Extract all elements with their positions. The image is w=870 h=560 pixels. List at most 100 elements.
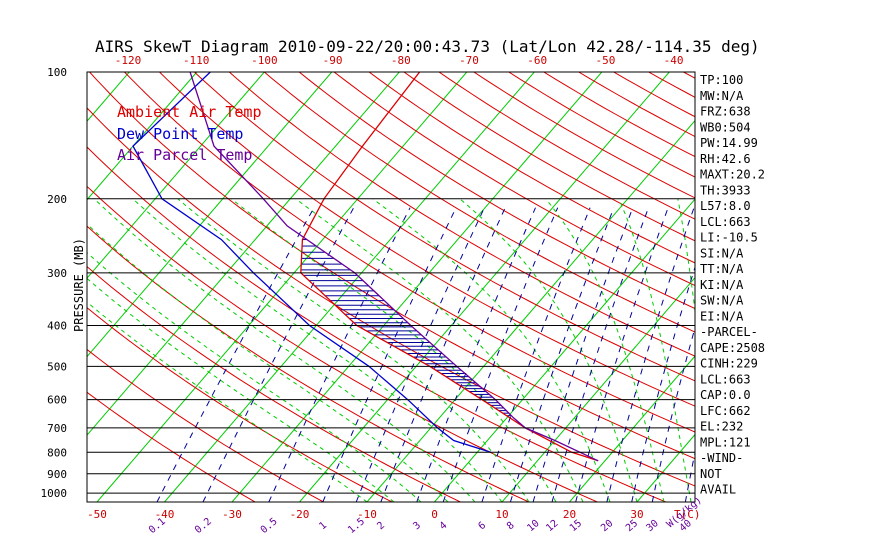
mixing-ratio-line xyxy=(651,325,695,502)
index-label: MAXT:20.2 xyxy=(700,168,765,182)
dry-adiabat-line xyxy=(543,72,695,158)
dry-adiabat-line xyxy=(87,306,393,502)
dry-adiabat-line xyxy=(89,72,695,460)
mixing-ratio-tick-label: 12 xyxy=(544,518,560,534)
top-temp-tick-label: -40 xyxy=(664,54,684,67)
mixing-ratio-tick-label: 20 xyxy=(599,518,615,534)
index-label: LCL:663 xyxy=(700,215,751,229)
temp-unit-label: T(C) xyxy=(674,508,701,521)
mixing-ratio-tick-label: 8 xyxy=(505,520,517,532)
legend: Ambient Air Temp Dew Point Temp Air Parc… xyxy=(117,103,262,164)
mixing-ratio-line xyxy=(202,207,355,502)
mixing-ratio-line xyxy=(322,207,457,502)
dry-adiabat-line xyxy=(87,391,256,502)
index-label: L57:8.0 xyxy=(700,199,751,213)
index-label: MW:N/A xyxy=(700,89,744,103)
legend-dew-point-temp: Dew Point Temp xyxy=(117,125,243,143)
pressure-tick-label: 400 xyxy=(47,320,67,333)
isotherm-line xyxy=(569,355,695,502)
bottom-temp-tick-label: 30 xyxy=(630,508,643,521)
legend-air-parcel-temp: Air Parcel Temp xyxy=(117,146,252,164)
pressure-tick-label: 700 xyxy=(47,422,67,435)
pressure-tick-label: 1000 xyxy=(41,487,68,500)
mixing-ratio-line xyxy=(551,207,649,502)
mixing-ratio-tick-label: 3 xyxy=(411,520,423,532)
pressure-tick-label: 200 xyxy=(47,193,67,206)
isotherm-line xyxy=(772,72,870,502)
isotherm-line xyxy=(299,72,670,502)
top-temp-tick-label: -60 xyxy=(527,54,547,67)
moist-adiabat-line xyxy=(177,198,530,502)
dry-adiabat-line xyxy=(87,348,324,502)
moist-adiabat-line xyxy=(87,223,449,502)
index-label: PW:14.99 xyxy=(700,136,758,150)
mixing-ratio-line xyxy=(631,265,695,502)
mixing-ratio-tick-label: 30 xyxy=(645,518,661,534)
dry-adiabat-line xyxy=(508,72,695,178)
top-temp-tick-label: -110 xyxy=(183,54,210,67)
isotherm-line xyxy=(840,72,870,502)
bottom-temp-tick-label: 10 xyxy=(495,508,508,521)
bottom-temp-tick-label: -10 xyxy=(357,508,377,521)
isotherm-line xyxy=(96,72,468,502)
bottom-temp-tick-label: 20 xyxy=(563,508,576,521)
top-temp-tick-label: -80 xyxy=(391,54,411,67)
index-label: MPL:121 xyxy=(700,435,751,449)
air-parcel-temp-line xyxy=(189,72,599,462)
mixing-ratio-tick-label: 6 xyxy=(476,520,488,532)
y-axis-label: PRESSURE (MB) xyxy=(72,238,86,332)
moist-adiabat-line xyxy=(459,198,638,502)
isotherm-line xyxy=(0,72,62,502)
isotherm-line xyxy=(87,72,265,279)
plot-frame xyxy=(86,71,696,503)
index-label: SW:N/A xyxy=(700,294,744,308)
isotherm-line xyxy=(434,198,695,502)
dry-adiabat-line xyxy=(298,72,695,310)
dry-adiabat-line xyxy=(87,146,666,502)
index-label: WB0:504 xyxy=(700,120,751,134)
dry-adiabat-line xyxy=(124,72,695,433)
dry-adiabat-line xyxy=(823,72,870,502)
mixing-ratio-line xyxy=(355,207,485,502)
dry-adiabat-line xyxy=(194,72,695,382)
mixing-ratio-line xyxy=(509,207,615,502)
index-label: EL:232 xyxy=(700,420,743,434)
bottom-temp-tick-label: -20 xyxy=(290,508,310,521)
index-label: TT:N/A xyxy=(700,262,744,276)
dry-adiabat-line xyxy=(159,72,695,407)
pressure-tick-label: 500 xyxy=(47,360,67,373)
index-label: SI:N/A xyxy=(700,246,744,260)
pressure-tick-label: 100 xyxy=(47,66,67,79)
top-temp-tick-label: -100 xyxy=(251,54,278,67)
moist-adiabat-line xyxy=(87,251,422,502)
index-label: FRZ:638 xyxy=(700,105,751,119)
isotherm-line xyxy=(87,72,333,358)
index-label: -WIND- xyxy=(700,451,743,465)
index-label: RH:42.6 xyxy=(700,152,751,166)
mixing-ratio-line xyxy=(684,450,695,502)
top-temp-tick-label: -50 xyxy=(595,54,615,67)
pressure-tick-label: 900 xyxy=(47,468,67,481)
mixing-ratio-tick-label: 4 xyxy=(438,520,450,532)
dry-adiabat-line xyxy=(228,72,695,357)
dry-adiabat-line xyxy=(788,72,870,502)
mixing-ratio-line xyxy=(532,207,634,502)
index-label: -PARCEL- xyxy=(700,325,758,339)
chart-title: AIRS SkewT Diagram 2010-09-22/20:00:43.7… xyxy=(95,37,760,56)
index-label: LCL:663 xyxy=(700,372,751,386)
moist-adiabat-line xyxy=(87,277,395,502)
isotherm-line xyxy=(87,72,400,436)
index-label: KI:N/A xyxy=(700,278,744,292)
mixing-ratio-line xyxy=(156,207,315,502)
top-temp-tick-label: -90 xyxy=(323,54,343,67)
mixing-ratio-tick-label: 1 xyxy=(317,520,329,532)
mixing-ratio-line xyxy=(442,207,559,502)
isotherm-line xyxy=(87,72,130,122)
isotherm-line xyxy=(501,276,695,502)
dry-adiabat-line xyxy=(753,72,870,502)
bottom-temp-tick-label: -30 xyxy=(222,508,242,521)
index-label: NOT xyxy=(700,467,722,481)
